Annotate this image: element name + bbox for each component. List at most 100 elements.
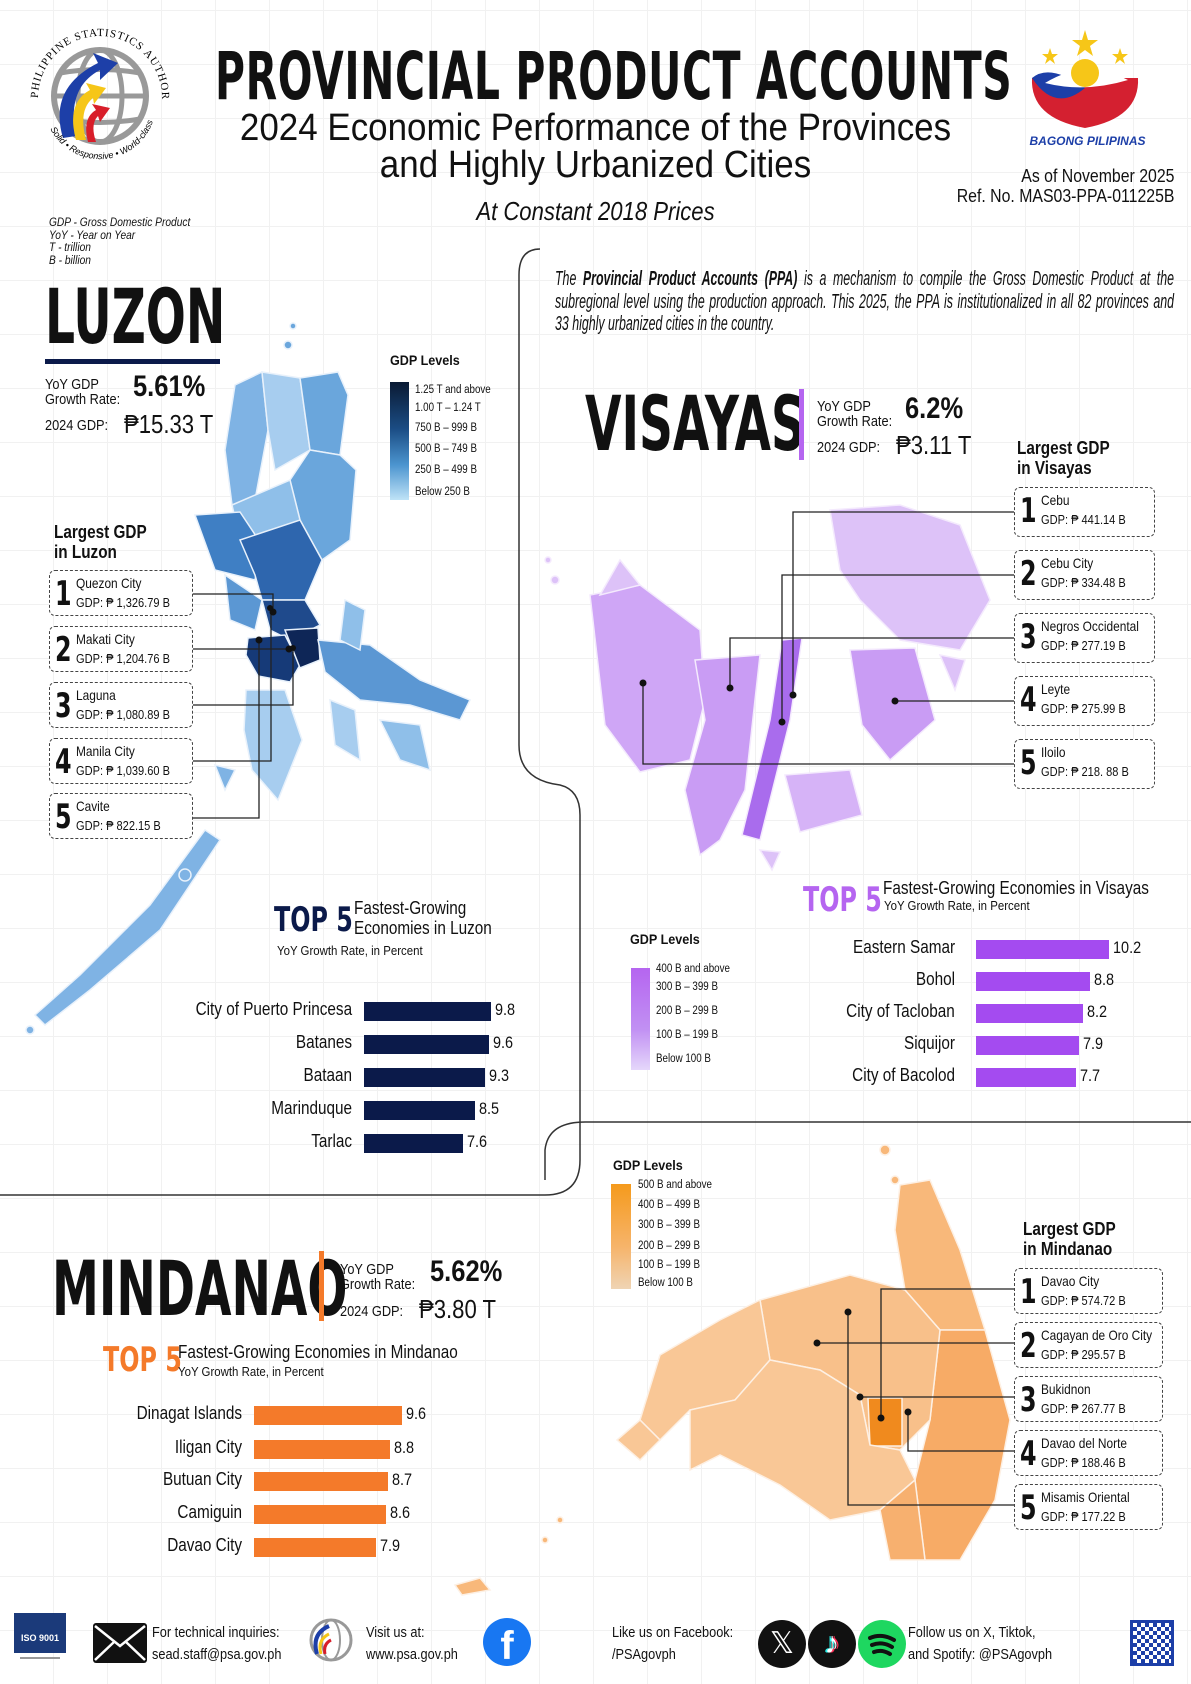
bar-label: Butuan City [162,1469,242,1489]
email-label: For technical inquiries: [152,1624,280,1641]
intro-lead: The [555,268,583,290]
largest-gdp-item: 5 Misamis Oriental GDP: ₱ 177.22 B [1014,1484,1163,1530]
mindanao-top5-title: Fastest-Growing Economies in Mindanao [178,1342,458,1362]
legend-level-5: Below 250 B [415,486,470,498]
rank-number: 2 [1020,554,1037,594]
item-gdp: GDP: ₱ 188.46 B [1041,1455,1126,1470]
abbreviations: GDP - Gross Domestic Product YoY - Year … [49,216,190,266]
legend-level-2: 750 B – 999 B [415,422,477,434]
email-link[interactable]: sead.staff@psa.gov.ph [152,1646,282,1663]
qr-code[interactable] [1130,1620,1174,1666]
luzon-map [25,322,472,1035]
yoy-label: YoY GDP [45,376,99,393]
legend-level-0: 400 B and above [656,963,730,975]
mindanao-legend-title: GDP Levels [613,1157,683,1173]
item-name: Iloilo [1041,744,1066,760]
visayas-gdp-label: 2024 GDP: [817,439,881,456]
visayas-legend-title: GDP Levels [630,931,700,947]
largest-gdp-item: 5 Cavite GDP: ₱ 822.15 B [49,793,193,839]
visayas-top5-label: TOP 5 [803,880,882,920]
intro-ppa: Provincial Product Accounts (PPA) [582,268,798,290]
prices-note: At Constant 2018 Prices [476,196,715,226]
mindanao-title: MINDANAO [52,1244,348,1333]
legend-level-3: 200 B – 299 B [638,1240,700,1252]
mindanao-gdp-value: ₱3.80 T [419,1294,497,1324]
item-gdp: GDP: ₱ 218. 88 B [1041,764,1129,779]
bar [364,1002,492,1021]
visayas-title: VISAYAS [585,379,805,468]
bar-value: 9.6 [405,1404,426,1423]
luzon-growth-rate: 5.61% [133,370,206,403]
luzon-title: LUZON [45,272,226,361]
luzon-underline [45,359,220,364]
visayas-legend-gradient [631,968,650,1070]
tiktok-icon[interactable]: ♪ [808,1620,856,1668]
bar-value: 8.5 [478,1099,499,1118]
item-gdp: GDP: ₱ 334.48 B [1041,575,1126,590]
bar [364,1134,463,1153]
bar-value: 7.7 [1080,1066,1101,1085]
largest-gdp-item: 5 Iloilo GDP: ₱ 218. 88 B [1014,739,1155,789]
mindanao-legend-gradient [611,1184,631,1289]
visayas-largest-title: Largest GDP in Visayas [1017,438,1110,478]
social-handle[interactable]: and Spotify: @PSAgovph [908,1646,1053,1663]
bar-value: 8.6 [390,1503,411,1522]
largest-gdp-item: 2 Makati City GDP: ₱ 1,204.76 B [49,626,193,672]
item-name: Cagayan de Oro City [1041,1327,1153,1343]
largest-gdp-item: 3 Negros Occidental GDP: ₱ 277.19 B [1014,613,1155,663]
legend-level-0: 1.25 T and above [415,384,491,396]
bar-label: Siquijor [903,1033,955,1053]
website-label: Visit us at: [366,1624,425,1641]
item-gdp: GDP: ₱ 267.77 B [1041,1401,1126,1416]
x-icon[interactable]: 𝕏 [758,1620,806,1668]
facebook-icon[interactable]: f [483,1618,531,1666]
bar-value: 9.8 [495,1000,516,1019]
website-block: Visit us at: www.psa.gov.ph [366,1622,458,1666]
item-name: Cavite [76,798,110,814]
largest-gdp-item: 4 Davao del Norte GDP: ₱ 188.46 B [1014,1430,1163,1476]
intro-paragraph: The Provincial Product Accounts (PPA) is… [555,268,1174,336]
luzon-legend-gradient [390,382,409,500]
item-name: Cebu City [1041,555,1094,571]
rank-number: 1 [1020,491,1037,531]
visayas-gdp-value: ₱3.11 T [896,430,972,460]
top5-title-line2: Economies in Luzon [354,918,492,938]
bar [254,1440,390,1459]
largest-gdp-item: 2 Cagayan de Oro City GDP: ₱ 295.57 B [1014,1322,1163,1368]
visayas-top5-title: Fastest-Growing Economies in Visayas [883,878,1149,898]
mindanao-top5-label: TOP 5 [103,1340,182,1380]
spotify-icon[interactable] [858,1620,906,1668]
item-gdp: GDP: ₱ 295.57 B [1041,1347,1126,1362]
item-name: Negros Occidental [1041,618,1139,634]
item-gdp: GDP: ₱ 275.99 B [1041,701,1126,716]
growth-rate-label: Growth Rate: [817,413,893,430]
facebook-link[interactable]: /PSAgovph [612,1646,676,1663]
largest-gdp-item: 4 Manila City GDP: ₱ 1,039.60 B [49,738,193,784]
psa-logo: PHILIPPINE STATISTICS AUTHORITY Solid • … [14,9,178,168]
largest-title-line1: Largest GDP [1017,438,1110,458]
bar-label: Camiguin [177,1502,242,1522]
website-link[interactable]: www.psa.gov.ph [366,1646,458,1663]
bar-label: Dinagat Islands [136,1403,242,1423]
rank-number: 4 [1020,1434,1037,1474]
bar-label: Eastern Samar [852,937,955,957]
mindanao-top5-subtitle: YoY Growth Rate, in Percent [178,1364,324,1379]
reference-number: Ref. No. MAS03-PPA-011225B [956,186,1174,206]
rank-number: 5 [1020,1488,1037,1528]
bar-value: 9.3 [488,1066,509,1085]
facebook-label: Like us on Facebook: [612,1624,734,1641]
bagong-pilipinas-logo: BAGONG PILIPINAS [1010,18,1165,153]
bar-label: Marinduque [271,1098,352,1118]
legend-level-4: 250 B – 499 B [415,464,477,476]
bagong-pilipinas-text: BAGONG PILIPINAS [1029,134,1146,148]
legend-level-4: Below 100 B [656,1053,711,1065]
bar [364,1068,485,1087]
item-name: Cebu [1041,492,1070,508]
bar [254,1472,388,1491]
abbr-billion: B - billion [49,252,91,267]
yoy-label: YoY GDP [817,398,871,415]
bar-value: 8.2 [1086,1002,1107,1021]
growth-rate-label: Growth Rate: [45,391,121,408]
largest-gdp-item: 3 Laguna GDP: ₱ 1,080.89 B [49,682,193,728]
item-gdp: GDP: ₱ 177.22 B [1041,1509,1126,1524]
